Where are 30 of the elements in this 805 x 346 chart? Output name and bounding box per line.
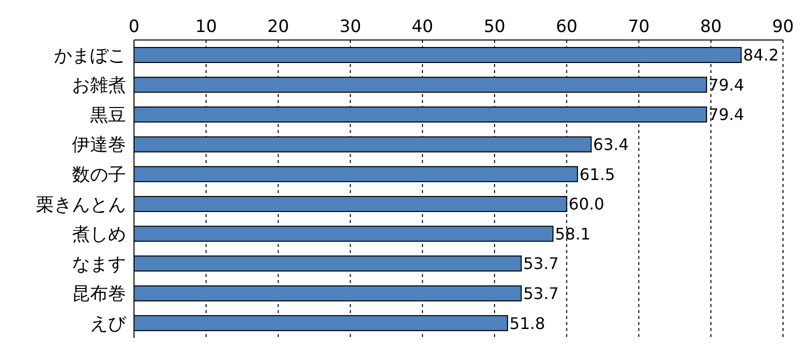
y-tick-label: 伊達巻 <box>72 134 126 156</box>
data-label: 60.0 <box>568 194 604 214</box>
data-label: 61.5 <box>579 164 616 184</box>
y-tick-label: 栗きんとん <box>36 194 126 216</box>
y-tick-label: かまぼこ <box>54 45 126 66</box>
y-tick-label: お雑煮 <box>72 75 126 96</box>
x-tick-label: 20 <box>267 17 290 37</box>
data-label: 58.1 <box>554 224 591 244</box>
y-tick-label: 煮しめ <box>72 224 126 246</box>
y-tick-label: 黒豆 <box>90 104 126 126</box>
y-tick-label: 昆布巻 <box>72 284 126 305</box>
x-tick-label: 30 <box>340 17 362 37</box>
data-label: 79.4 <box>708 75 744 94</box>
y-tick-label: なます <box>72 254 126 275</box>
data-label: 53.7 <box>523 254 559 274</box>
x-tick-label: 0 <box>128 17 140 37</box>
x-tick-label: 10 <box>195 17 217 37</box>
x-tick-label: 80 <box>700 17 722 37</box>
data-label: 51.8 <box>510 314 546 333</box>
x-tick-label: 60 <box>556 17 578 37</box>
data-label: 53.7 <box>523 284 559 304</box>
data-label: 84.2 <box>743 46 779 65</box>
data-label: 79.4 <box>708 105 744 124</box>
x-tick-label: 70 <box>628 17 650 37</box>
data-label: 63.4 <box>593 135 629 154</box>
y-tick-label: 数の子 <box>72 164 126 186</box>
x-tick-label: 90 <box>772 17 794 37</box>
x-tick-label: 40 <box>412 17 434 37</box>
x-tick-label: 50 <box>484 17 506 37</box>
y-tick-label: えび <box>90 313 127 334</box>
